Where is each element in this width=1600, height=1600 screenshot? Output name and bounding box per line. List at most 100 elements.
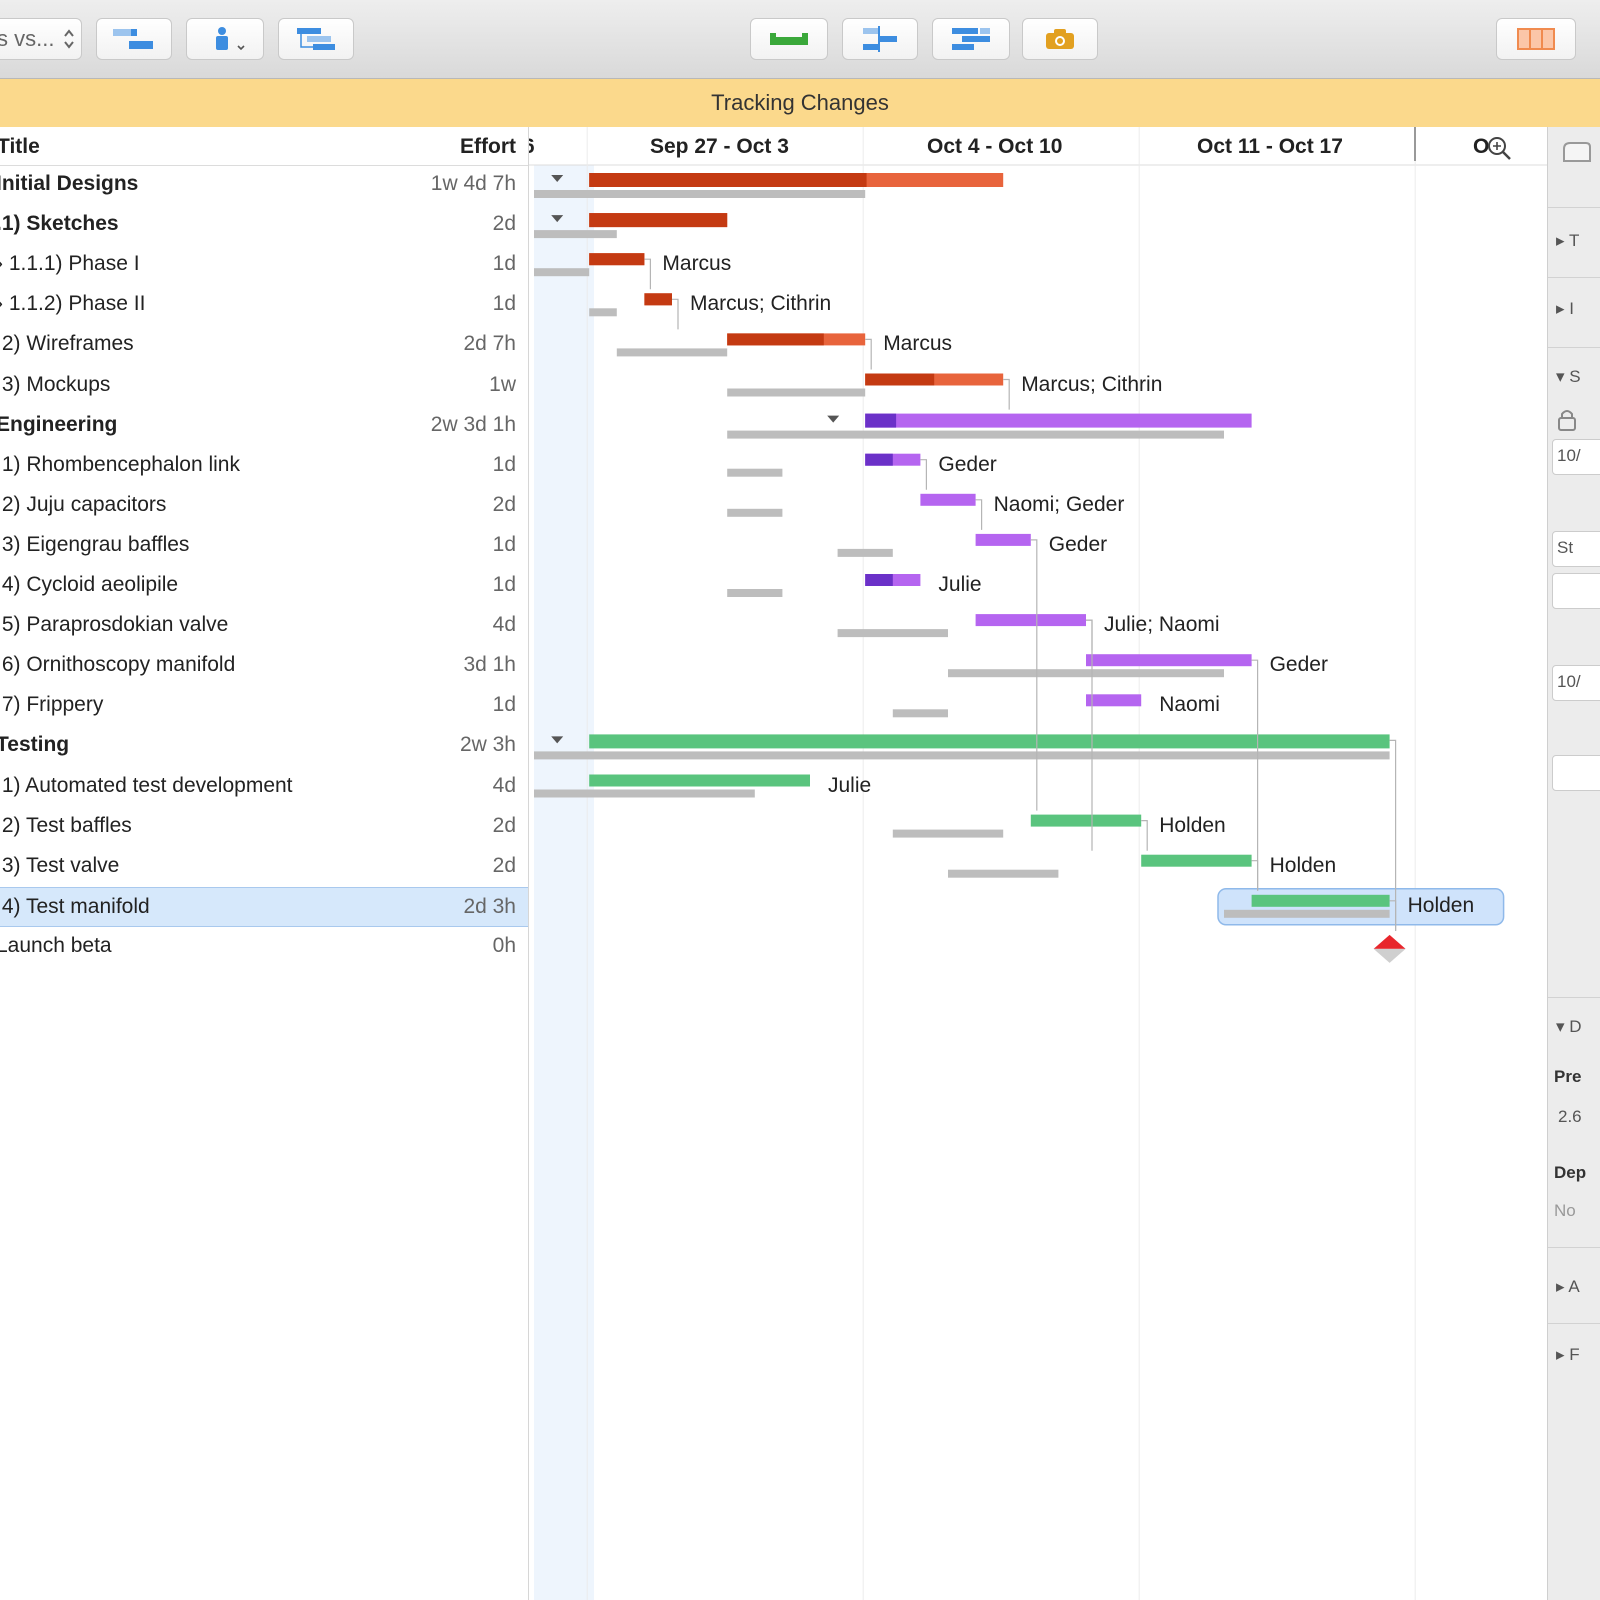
task-effort[interactable]: 1d (492, 452, 516, 476)
baseline-bar[interactable] (534, 789, 755, 798)
inspector-section-3[interactable]: ▾ S (1556, 367, 1581, 386)
inspector-empty-field[interactable] (1552, 573, 1600, 609)
task-bar[interactable] (1251, 894, 1390, 907)
baseline-bar[interactable] (534, 268, 590, 277)
task-title[interactable]: Initial Designs (0, 172, 139, 195)
outline-row[interactable]: › 1.1.1) Phase I 1d (0, 245, 528, 285)
baseline-bar[interactable] (837, 629, 948, 638)
task-effort[interactable]: 4d (492, 773, 516, 797)
inspector-date-field-2[interactable]: 10/ (1552, 665, 1600, 701)
task-effort[interactable]: 0h (492, 933, 516, 957)
outline-row[interactable]: › 1.1.2) Phase II 1d (0, 285, 528, 325)
outline-row[interactable]: Initial Designs 1w 4d 7h (0, 165, 528, 205)
baseline-bar[interactable] (727, 430, 1224, 439)
task-bar[interactable] (1141, 854, 1252, 867)
view-select[interactable]: s vs... (0, 18, 82, 60)
baseline-bar[interactable] (534, 230, 617, 239)
task-title[interactable]: › 1.1.1) Phase I (0, 252, 140, 276)
outline-row[interactable]: .2) Juju capacitors 2d (0, 486, 528, 526)
milestone-marker[interactable] (1373, 934, 1406, 949)
task-title[interactable]: .3) Mockups (0, 372, 111, 396)
task-effort[interactable]: 3d 1h (463, 653, 516, 677)
task-effort[interactable]: 1d (492, 532, 516, 556)
task-title[interactable]: .3) Test valve (0, 853, 120, 877)
zoom-icon[interactable] (1485, 135, 1513, 161)
task-effort[interactable]: 2w 3h (459, 733, 516, 757)
baseline-bar[interactable] (948, 869, 1059, 878)
inspector-section-6[interactable]: ▸ F (1556, 1345, 1580, 1364)
inspector-section-5[interactable]: ▸ A (1556, 1277, 1580, 1296)
task-title[interactable]: .4) Cycloid aeolipile (0, 573, 179, 596)
task-title[interactable]: .1) Automated test development (0, 773, 293, 797)
task-title[interactable]: .2) Test baffles (0, 813, 132, 837)
task-bar[interactable] (975, 614, 1086, 627)
lock-icon[interactable] (1556, 407, 1578, 433)
task-progress-bar[interactable] (865, 413, 897, 428)
outline-row[interactable]: .1) Automated test development 4d (0, 767, 528, 807)
resource-button[interactable] (186, 18, 264, 60)
level-button[interactable] (750, 18, 828, 60)
milestone-baseline[interactable] (1373, 948, 1406, 963)
task-title[interactable]: .5) Paraprosdokian valve (0, 613, 229, 637)
task-bar[interactable] (1030, 814, 1142, 827)
inspector-section-4[interactable]: ▾ D (1556, 1017, 1582, 1036)
task-effort[interactable]: 2d (492, 813, 516, 837)
outline-row[interactable]: Engineering 2w 3d 1h (0, 406, 528, 446)
task-title[interactable]: .6) Ornithoscopy manifold (0, 653, 236, 677)
task-progress-bar[interactable] (865, 453, 893, 466)
outline-row[interactable]: .6) Ornithoscopy manifold 3d 1h (0, 646, 528, 686)
title-column-header[interactable]: Title (0, 135, 40, 158)
split-button[interactable] (842, 18, 918, 60)
task-bar[interactable] (589, 774, 810, 787)
baseline-bar[interactable] (727, 468, 783, 477)
task-effort[interactable]: 2d (492, 853, 516, 877)
outline-row[interactable]: .2) Test baffles 2d (0, 807, 528, 847)
task-effort[interactable]: 1d (492, 573, 516, 596)
baseline-bar[interactable] (892, 829, 1004, 838)
task-effort[interactable]: 2w 3d 1h (430, 412, 516, 436)
baseline-bar[interactable] (727, 589, 783, 597)
task-title[interactable]: .4) Test manifold (0, 894, 150, 918)
effort-column-header[interactable]: Effort (460, 135, 516, 158)
task-bar[interactable] (975, 533, 1031, 546)
inspector-status-field[interactable]: St (1552, 531, 1600, 567)
outline-row[interactable]: .4) Test manifold 2d 3h (0, 886, 528, 927)
outline-row[interactable]: .5) Paraprosdokian valve 4d (0, 606, 528, 646)
task-bar[interactable] (920, 493, 976, 506)
task-title[interactable]: Engineering (0, 412, 118, 436)
task-effort[interactable]: 2d 7h (463, 332, 516, 356)
baseline-bar[interactable] (948, 669, 1224, 678)
task-title[interactable]: › 1.1.2) Phase II (0, 292, 146, 316)
baseline-bar[interactable] (727, 508, 783, 517)
outline-row[interactable]: .3) Mockups 1w (0, 366, 528, 406)
baseline-bar[interactable] (837, 548, 893, 557)
task-title[interactable]: Launch beta (0, 933, 112, 957)
task-progress-bar[interactable] (589, 173, 867, 187)
task-progress-bar[interactable] (644, 293, 672, 306)
inspector-section-2[interactable]: ▸ I (1556, 299, 1574, 318)
outline-row[interactable]: .4) Cycloid aeolipile 1d (0, 566, 528, 606)
task-progress-bar[interactable] (865, 574, 893, 586)
task-title[interactable]: .3) Eigengrau baffles (0, 532, 190, 556)
task-title[interactable]: .1) Rhombencephalon link (0, 452, 240, 476)
gantt-view-button[interactable] (278, 18, 354, 60)
baseline-bar[interactable] (534, 751, 1390, 760)
camera-button[interactable] (1022, 18, 1098, 60)
task-effort[interactable]: 1d (492, 292, 516, 316)
task-effort[interactable]: 1d (492, 252, 516, 276)
task-effort[interactable]: 2d (492, 492, 516, 516)
task-progress-bar[interactable] (589, 253, 645, 266)
baseline-bar[interactable] (892, 709, 948, 718)
baseline-bar[interactable] (727, 388, 866, 397)
outline-row[interactable]: Testing 2w 3h (0, 726, 528, 766)
network-view-button[interactable] (96, 18, 172, 60)
task-effort[interactable]: 1d (492, 693, 516, 717)
baseline-bar[interactable] (1224, 909, 1390, 918)
task-effort[interactable]: 2d (492, 212, 516, 236)
baseline-bar[interactable] (616, 348, 728, 357)
task-title[interactable]: Testing (0, 733, 70, 757)
outline-row[interactable]: .3) Eigengrau baffles 1d (0, 526, 528, 566)
task-title[interactable]: .2) Juju capacitors (0, 492, 167, 516)
task-bar[interactable] (1086, 654, 1252, 667)
task-title[interactable]: .1) Sketches (0, 212, 119, 236)
